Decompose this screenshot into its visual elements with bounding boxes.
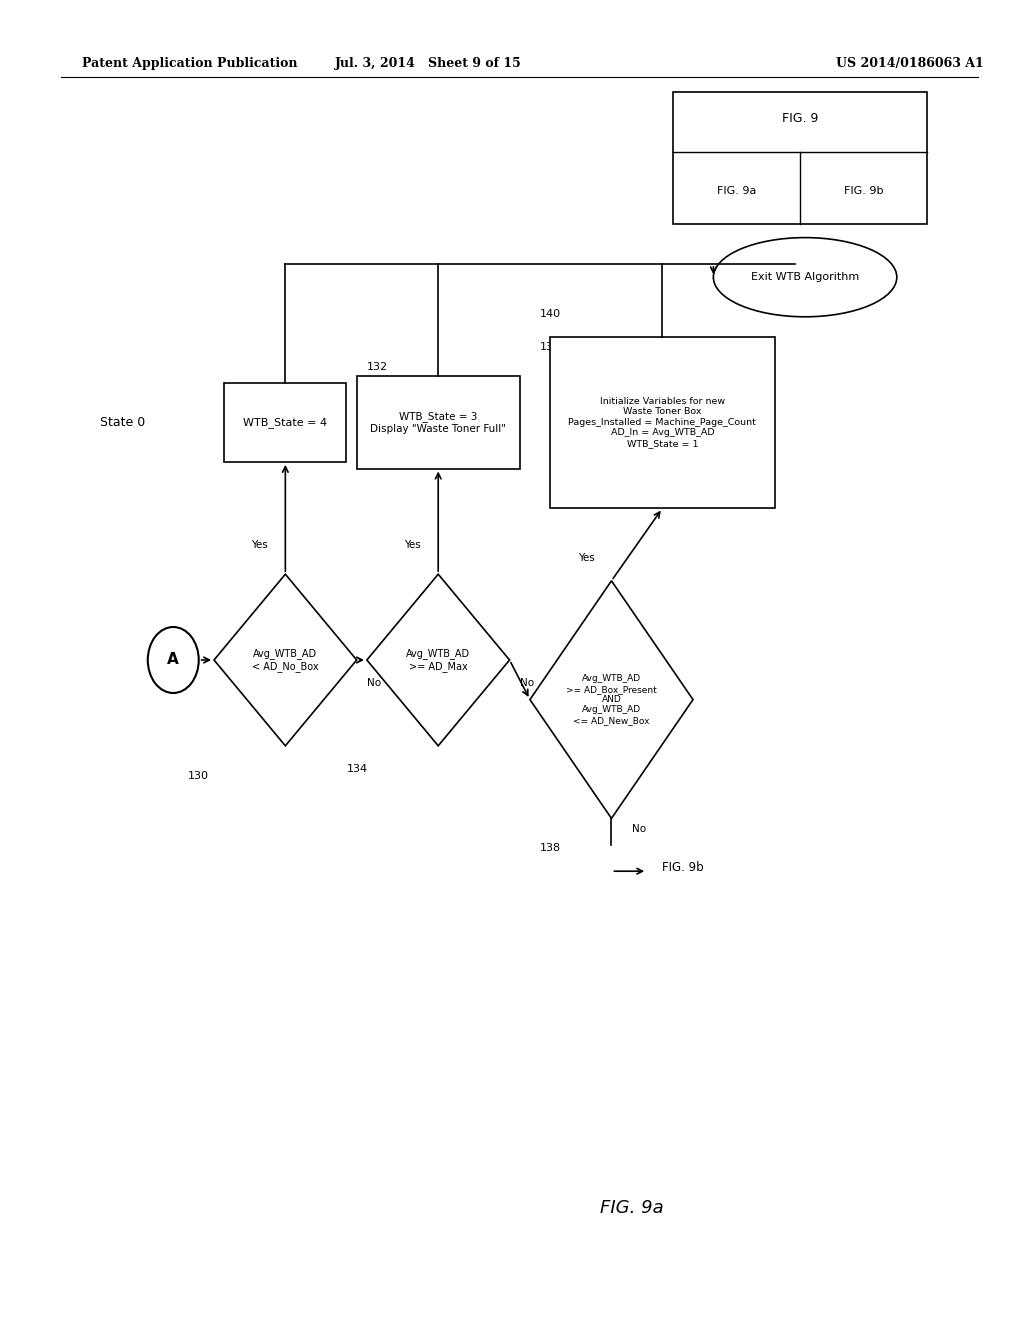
Text: FIG. 9b: FIG. 9b (662, 861, 703, 874)
Text: Exit WTB Algorithm: Exit WTB Algorithm (751, 272, 859, 282)
Circle shape (147, 627, 199, 693)
Text: Yes: Yes (404, 540, 421, 550)
Polygon shape (214, 574, 356, 746)
Text: 134: 134 (346, 764, 368, 775)
Text: 140: 140 (540, 309, 561, 319)
Text: FIG. 9b: FIG. 9b (844, 186, 884, 197)
Text: No: No (632, 824, 646, 834)
Text: WTB_State = 4: WTB_State = 4 (244, 417, 328, 428)
Text: FIG. 9a: FIG. 9a (717, 186, 756, 197)
Text: Initialize Variables for new
Waste Toner Box
Pages_Installed = Machine_Page_Coun: Initialize Variables for new Waste Toner… (568, 397, 757, 447)
Text: A: A (167, 652, 179, 668)
Text: Yes: Yes (578, 553, 594, 564)
Text: 136: 136 (540, 342, 561, 352)
Text: Yes: Yes (252, 540, 268, 550)
Text: US 2014/0186063 A1: US 2014/0186063 A1 (836, 57, 983, 70)
FancyBboxPatch shape (224, 383, 346, 462)
Text: WTB_State = 3
Display "Waste Toner Full": WTB_State = 3 Display "Waste Toner Full" (371, 411, 506, 434)
Text: Avg_WTB_AD
< AD_No_Box: Avg_WTB_AD < AD_No_Box (252, 648, 318, 672)
Text: No: No (367, 678, 381, 689)
Text: Avg_WTB_AD
>= AD_Max: Avg_WTB_AD >= AD_Max (407, 648, 470, 672)
Text: FIG. 9: FIG. 9 (781, 112, 818, 125)
Text: Avg_WTB_AD
>= AD_Box_Present
AND
Avg_WTB_AD
<= AD_New_Box: Avg_WTB_AD >= AD_Box_Present AND Avg_WTB… (566, 675, 656, 725)
Text: State 0: State 0 (99, 416, 145, 429)
Ellipse shape (714, 238, 897, 317)
Polygon shape (530, 581, 693, 818)
Text: FIG. 9a: FIG. 9a (600, 1199, 664, 1217)
FancyBboxPatch shape (550, 337, 774, 508)
Text: 130: 130 (188, 771, 209, 781)
Text: 132: 132 (367, 362, 388, 372)
Polygon shape (367, 574, 510, 746)
Text: 138: 138 (540, 843, 561, 854)
Text: No: No (520, 678, 534, 689)
FancyBboxPatch shape (673, 92, 928, 224)
Text: Patent Application Publication: Patent Application Publication (82, 57, 297, 70)
Text: Jul. 3, 2014   Sheet 9 of 15: Jul. 3, 2014 Sheet 9 of 15 (335, 57, 521, 70)
FancyBboxPatch shape (356, 376, 520, 469)
